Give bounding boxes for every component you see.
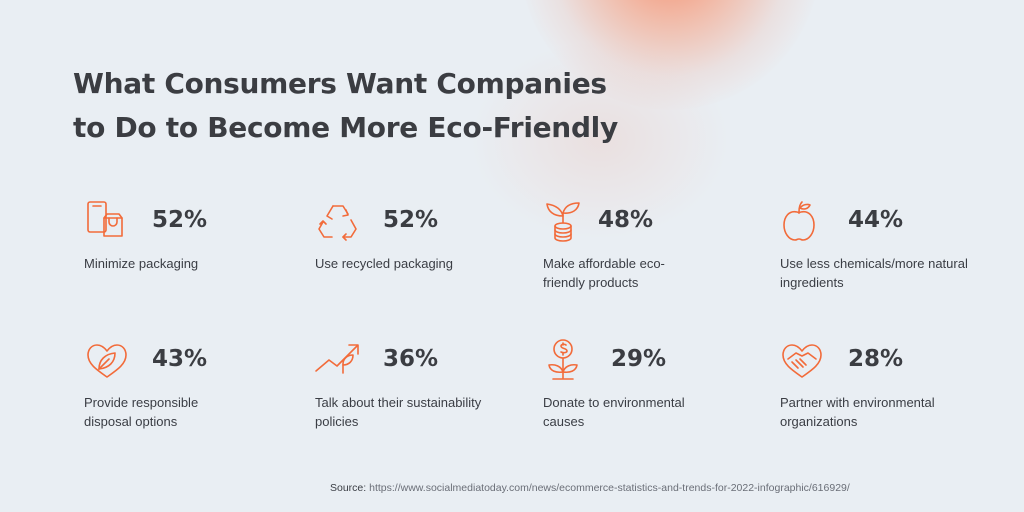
stat-percent: 52%: [152, 207, 208, 233]
stat-percent: 43%: [152, 346, 208, 372]
title-line-2: to Do to Become More Eco-Friendly: [73, 111, 618, 144]
stat-label: Make affordable eco-friendly products: [543, 256, 665, 290]
stat-label: Use recycled packaging: [315, 256, 454, 271]
stat-label: Use less chemicals/more natural ingredie…: [780, 256, 968, 290]
stat-item-partner-organizations: 28% Partner with environmental organizat…: [778, 335, 993, 429]
handshake-heart-icon: [778, 335, 828, 385]
stat-item-disposal-options: 43% Provide responsible disposal options: [82, 335, 297, 429]
money-flower-icon: [541, 335, 591, 385]
page-title: What Consumers Want Companies to Do to B…: [73, 62, 713, 150]
stat-item-affordable-products: 48% Make affordable eco-friendly product…: [541, 196, 756, 290]
apple-icon: [778, 196, 828, 246]
heart-leaf-icon: [82, 335, 132, 385]
plant-coins-icon: [541, 196, 591, 246]
stat-label: Partner with environmental organizations: [780, 395, 935, 429]
decorative-glow-soft: [470, 40, 730, 240]
stat-item-use-recycled-packaging: 52% Use recycled packaging: [313, 196, 528, 286]
recycle-icon: [313, 196, 363, 246]
stat-item-donate: 29% Donate to environmental causes: [541, 335, 756, 429]
packaging-icon: [82, 196, 132, 246]
stat-item-sustainability-policies: 36% Talk about their sustainability poli…: [313, 335, 528, 429]
stat-label: Provide responsible disposal options: [84, 395, 199, 429]
stat-label: Talk about their sustainability policies: [315, 395, 482, 429]
title-line-1: What Consumers Want Companies: [73, 67, 607, 100]
source-citation: Source: https://www.socialmediatoday.com…: [330, 482, 850, 494]
growth-arrow-icon: [313, 335, 363, 385]
source-url[interactable]: https://www.socialmediatoday.com/news/ec…: [369, 482, 850, 494]
stat-percent: 48%: [598, 207, 654, 233]
stat-percent: 29%: [611, 346, 667, 372]
stat-label: Donate to environmental causes: [543, 395, 685, 429]
stat-percent: 28%: [848, 346, 904, 372]
stat-percent: 44%: [848, 207, 904, 233]
stat-item-minimize-packaging: 52% Minimize packaging: [82, 196, 297, 286]
stat-item-less-chemicals: 44% Use less chemicals/more natural ingr…: [778, 196, 993, 290]
source-label: Source:: [330, 482, 367, 494]
stat-percent: 36%: [383, 346, 439, 372]
stat-percent: 52%: [383, 207, 439, 233]
stat-label: Minimize packaging: [84, 256, 199, 271]
